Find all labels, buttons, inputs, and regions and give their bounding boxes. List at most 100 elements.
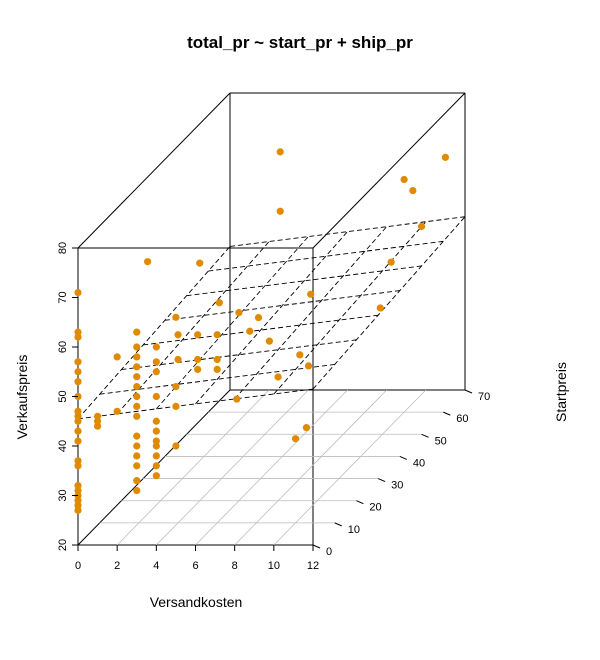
x-tick-label: 10	[268, 560, 280, 572]
floor-grid-line	[234, 389, 387, 546]
data-point	[74, 378, 82, 386]
z-tick-label: 60	[57, 341, 69, 353]
floor-grid	[99, 389, 444, 546]
data-point	[133, 477, 141, 485]
data-point	[194, 355, 202, 364]
data-point	[307, 290, 315, 298]
data-point	[196, 259, 204, 267]
x-tick-label: 6	[192, 560, 198, 572]
data-point	[152, 392, 160, 401]
y-tick	[312, 544, 321, 549]
data-point	[174, 331, 182, 339]
data-point	[74, 417, 82, 425]
x-tick-label: 8	[232, 560, 238, 572]
y-tick	[377, 478, 386, 483]
data-point	[152, 427, 160, 435]
data-point	[152, 462, 160, 470]
plane-line	[195, 231, 348, 405]
data-point	[74, 427, 82, 435]
data-point	[74, 407, 82, 415]
y-tick-label: 20	[369, 502, 381, 514]
plane-line	[312, 216, 466, 390]
data-point	[113, 407, 121, 415]
data-point	[74, 333, 82, 341]
y-axis-label: Startpreis	[553, 362, 569, 422]
data-point	[133, 363, 141, 371]
data-point	[74, 486, 82, 495]
data-point	[133, 412, 141, 420]
chart-title: total_pr ~ start_pr + ship_pr	[187, 33, 413, 52]
data-point	[133, 462, 141, 470]
data-point	[133, 402, 141, 410]
data-point	[265, 337, 273, 345]
x-tick-label: 4	[153, 560, 159, 572]
data-point	[246, 327, 254, 335]
data-point	[152, 358, 160, 366]
data-point	[276, 207, 284, 215]
data-point	[74, 358, 82, 366]
data-point	[133, 353, 141, 361]
z-tick-label: 50	[57, 390, 69, 402]
data-point	[93, 422, 102, 430]
data-point	[233, 395, 241, 403]
data-point	[93, 412, 102, 420]
floor-grid-line	[156, 389, 309, 546]
data-point	[274, 373, 282, 381]
y-tick-label: 60	[456, 413, 468, 425]
data-point	[296, 351, 304, 359]
data-point	[213, 331, 221, 339]
data-point	[276, 148, 284, 156]
plane-line	[116, 241, 270, 415]
data-point	[174, 355, 182, 364]
y-tick-label: 50	[435, 435, 447, 447]
data-point	[152, 452, 160, 460]
floor-grid-line	[273, 389, 427, 546]
y-tick-label: 30	[391, 480, 403, 492]
z-tick-label: 30	[57, 489, 69, 501]
data-point	[74, 496, 82, 505]
data-points	[74, 148, 450, 514]
data-point	[74, 501, 82, 509]
x-axis-label: Versandkosten	[150, 594, 243, 610]
box-edge	[312, 92, 466, 249]
data-point	[172, 402, 180, 410]
y-tick-label: 0	[326, 546, 332, 558]
data-point	[144, 258, 152, 266]
x-tick-label: 0	[75, 560, 81, 572]
data-point	[74, 462, 82, 470]
data-point	[213, 355, 221, 364]
plane-line	[273, 221, 427, 395]
data-point	[74, 328, 82, 336]
y-tick-label: 70	[478, 391, 490, 403]
data-point	[133, 432, 141, 440]
data-point	[133, 452, 141, 460]
data-point	[152, 417, 160, 425]
data-point	[74, 457, 82, 465]
y-tick	[464, 389, 473, 394]
data-point	[291, 435, 300, 443]
data-point	[302, 424, 311, 432]
z-axis-label: Verkaufspreis	[14, 355, 30, 440]
y-tick	[421, 433, 429, 438]
data-point	[152, 343, 160, 351]
data-point	[74, 412, 82, 420]
data-point	[172, 442, 180, 450]
data-point	[133, 486, 141, 495]
data-point	[172, 383, 180, 391]
data-point	[409, 186, 417, 195]
y-tick	[356, 500, 364, 505]
y-tick	[443, 411, 451, 416]
data-point	[133, 343, 141, 351]
floor-grid-line	[116, 389, 270, 546]
floor-grid-line	[195, 389, 348, 546]
regression-plane	[77, 216, 466, 420]
plane-line	[77, 246, 231, 420]
data-point	[133, 328, 141, 336]
y-tick-label: 40	[413, 457, 425, 469]
plane-line	[155, 236, 309, 410]
data-point	[172, 313, 180, 321]
data-point	[152, 472, 160, 480]
data-point	[152, 437, 160, 445]
data-point	[113, 353, 121, 361]
